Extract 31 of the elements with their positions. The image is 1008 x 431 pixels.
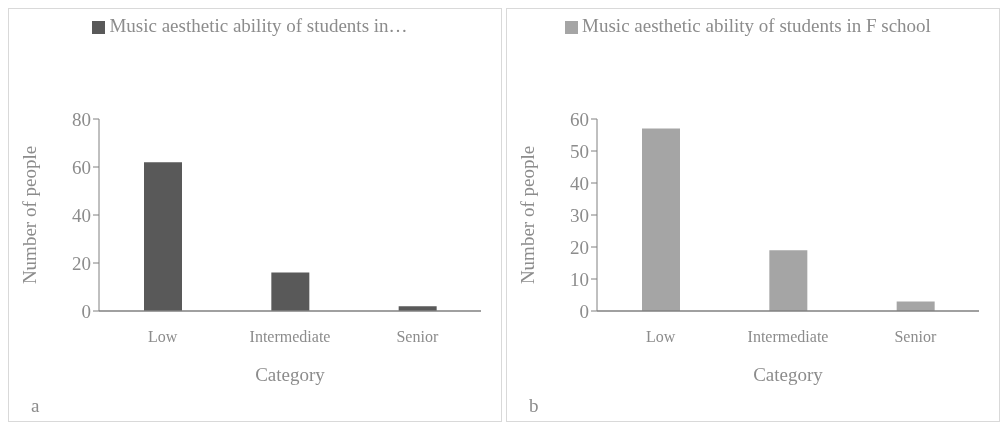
x-axis-title: Category xyxy=(753,364,824,385)
legend-label: Music aesthetic ability of students in… xyxy=(109,15,408,36)
y-axis-title: Number of people xyxy=(516,145,538,285)
y-tick-label: 10 xyxy=(570,268,589,290)
bar xyxy=(896,301,935,311)
y-tick-label: 30 xyxy=(570,204,589,226)
bar xyxy=(271,272,310,311)
bar xyxy=(642,128,680,311)
bar xyxy=(144,162,182,311)
x-tick-label: Senior xyxy=(894,328,937,346)
y-tick-label: 20 xyxy=(72,252,91,274)
y-tick-label: 40 xyxy=(72,204,91,226)
x-axis-title: Category xyxy=(255,364,326,385)
y-tick-label: 60 xyxy=(570,108,589,130)
x-tick-label: Senior xyxy=(396,328,439,346)
y-tick-label: 20 xyxy=(570,236,589,258)
x-tick-label: Intermediate xyxy=(747,328,829,346)
y-tick-label: 50 xyxy=(570,140,589,162)
bar xyxy=(769,250,808,311)
x-tick-label: Intermediate xyxy=(249,328,331,346)
text: a xyxy=(31,395,40,417)
text: b xyxy=(529,395,539,417)
y-tick-label: 0 xyxy=(81,300,91,322)
x-tick-label: Low xyxy=(646,328,676,346)
x-tick-label: Low xyxy=(148,328,178,346)
y-tick-label: 40 xyxy=(570,172,589,194)
legend-label: Music aesthetic ability of students in F school xyxy=(582,15,931,36)
y-tick-label: 0 xyxy=(579,300,589,322)
y-axis-title: Number of people xyxy=(18,145,40,285)
y-tick-label: 60 xyxy=(72,156,91,178)
y-tick-label: 80 xyxy=(72,108,91,130)
